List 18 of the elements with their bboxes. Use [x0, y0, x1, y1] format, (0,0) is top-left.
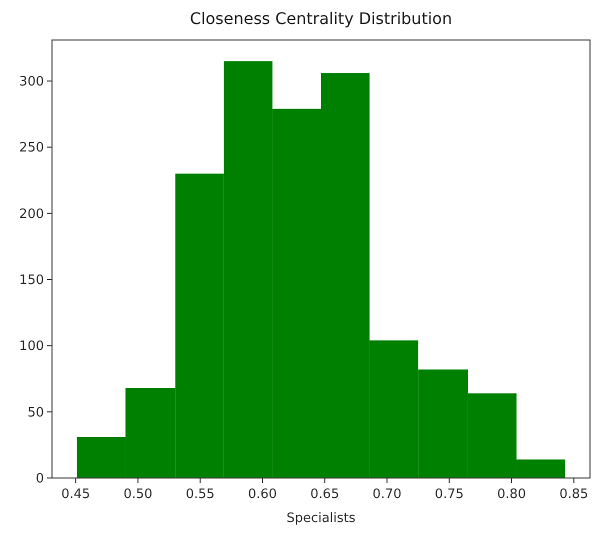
- x-axis-title: Specialists: [286, 511, 356, 526]
- x-tick-label: 0.60: [248, 487, 277, 502]
- y-tick-label: 300: [19, 74, 44, 90]
- x-tick-label: 0.80: [497, 487, 526, 502]
- y-tick-label: 0: [36, 472, 44, 487]
- x-tick-label: 0.65: [310, 487, 340, 502]
- x-tick-label: 0.45: [61, 487, 90, 502]
- y-tick-label: 150: [19, 273, 44, 288]
- y-tick-label: 50: [27, 405, 44, 420]
- x-tick-label: 0.50: [123, 487, 152, 502]
- y-tick-label: 200: [19, 206, 44, 222]
- x-tick-label: 0.75: [434, 487, 464, 502]
- x-tick-label: 0.55: [186, 487, 215, 502]
- x-tick-label: 0.70: [372, 487, 402, 502]
- chart-title: Closeness Centrality Distribution: [190, 9, 452, 28]
- x-tick-label: 0.85: [559, 487, 588, 502]
- y-tick-label: 100: [19, 339, 44, 354]
- y-tick-label: 250: [19, 140, 44, 156]
